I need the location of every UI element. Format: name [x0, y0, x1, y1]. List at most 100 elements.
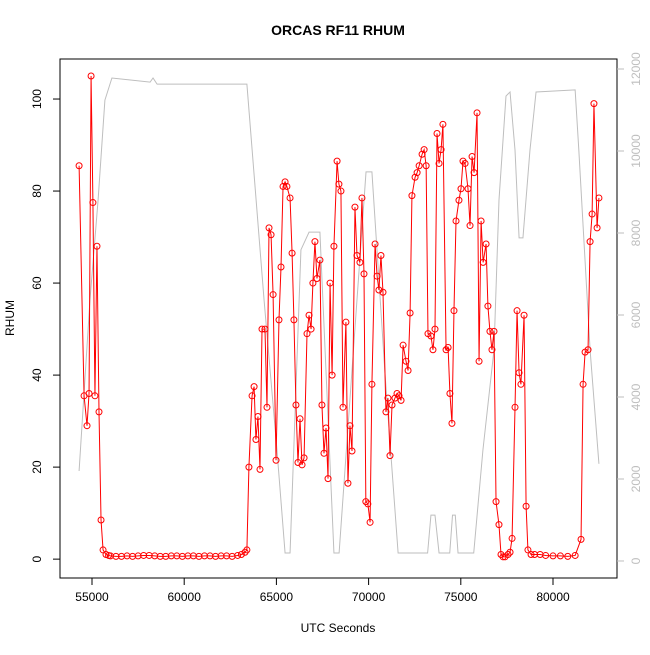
- data-point: [486, 327, 494, 335]
- data-point: [292, 401, 300, 409]
- y2-tick-label: 8000: [629, 219, 643, 246]
- series-line: [78, 77, 600, 554]
- data-point: [248, 392, 256, 400]
- data-point: [408, 192, 416, 200]
- data-point: [520, 311, 528, 319]
- data-point: [368, 380, 376, 388]
- data-point: [358, 194, 366, 202]
- data-point: [362, 498, 370, 506]
- data-point: [482, 240, 490, 248]
- data-point: [455, 196, 463, 204]
- data-point: [437, 146, 445, 154]
- data-point: [495, 521, 503, 529]
- data-point: [254, 413, 262, 421]
- data-point: [261, 325, 269, 333]
- data-point: [522, 502, 530, 510]
- data-point: [452, 217, 460, 225]
- data-point: [427, 332, 435, 340]
- data-point: [549, 552, 557, 560]
- data-point: [375, 286, 383, 294]
- data-point: [593, 224, 601, 232]
- data-point: [294, 459, 302, 467]
- data-point: [488, 346, 496, 354]
- x-tick-label: 60000: [168, 590, 202, 604]
- data-point: [399, 341, 407, 349]
- data-point: [283, 182, 291, 190]
- y-tick-label: 60: [30, 276, 44, 290]
- data-point: [388, 401, 396, 409]
- data-point: [316, 256, 324, 264]
- y2-tick-label: 6000: [629, 301, 643, 328]
- data-point: [83, 422, 91, 430]
- data-point: [513, 307, 521, 315]
- y-axis-label: RHUM: [3, 300, 17, 336]
- data-point: [382, 408, 390, 416]
- data-point: [444, 343, 452, 351]
- data-point: [477, 217, 485, 225]
- y2-tick-label: 0: [629, 557, 643, 564]
- data-point: [393, 389, 401, 397]
- data-point: [267, 231, 275, 239]
- data-point: [277, 263, 285, 271]
- data-point: [527, 551, 535, 559]
- x-tick-label: 80000: [536, 590, 570, 604]
- data-point: [237, 551, 245, 559]
- data-point: [93, 242, 101, 250]
- data-point: [346, 422, 354, 430]
- y-tick-label: 80: [30, 184, 44, 198]
- data-point: [459, 157, 467, 165]
- data-point: [397, 396, 405, 404]
- data-point: [490, 327, 498, 335]
- data-point: [402, 357, 410, 365]
- data-point: [89, 199, 97, 207]
- x-tick-label: 75000: [444, 590, 478, 604]
- data-point: [339, 403, 347, 411]
- data-point: [584, 346, 592, 354]
- data-point: [85, 389, 93, 397]
- data-point: [590, 100, 598, 108]
- data-point: [579, 380, 587, 388]
- data-point: [439, 120, 447, 128]
- data-point: [241, 548, 249, 556]
- data-point: [290, 316, 298, 324]
- data-point: [542, 551, 550, 559]
- data-point: [461, 159, 469, 167]
- data-point: [250, 383, 258, 391]
- data-point: [97, 516, 105, 524]
- data-point: [307, 325, 315, 333]
- data-point: [286, 194, 294, 202]
- data-point: [353, 251, 361, 259]
- x-tick-label: 55000: [75, 590, 109, 604]
- data-point: [431, 325, 439, 333]
- data-point: [258, 325, 266, 333]
- data-point: [364, 500, 372, 508]
- data-point: [564, 552, 572, 560]
- data-point: [571, 551, 579, 559]
- data-point: [577, 535, 585, 543]
- data-point: [504, 551, 512, 559]
- data-point: [517, 380, 525, 388]
- data-point: [464, 185, 472, 193]
- data-point: [330, 242, 338, 250]
- data-point: [422, 162, 430, 170]
- data-point: [344, 479, 352, 487]
- data-point: [348, 447, 356, 455]
- data-point: [269, 291, 277, 299]
- y-tick-label: 20: [30, 460, 44, 474]
- y2-tick-label: 4000: [629, 383, 643, 410]
- data-point: [252, 436, 260, 444]
- data-point: [288, 249, 296, 257]
- data-point: [311, 238, 319, 246]
- data-point: [377, 251, 385, 259]
- data-point: [245, 463, 253, 471]
- data-point: [300, 454, 308, 462]
- data-point: [492, 498, 500, 506]
- data-point: [265, 224, 273, 232]
- data-point: [450, 307, 458, 315]
- data-point: [313, 274, 321, 282]
- data-point: [556, 552, 564, 560]
- data-point: [263, 403, 271, 411]
- data-point: [303, 330, 311, 338]
- y-tick-label: 40: [30, 368, 44, 382]
